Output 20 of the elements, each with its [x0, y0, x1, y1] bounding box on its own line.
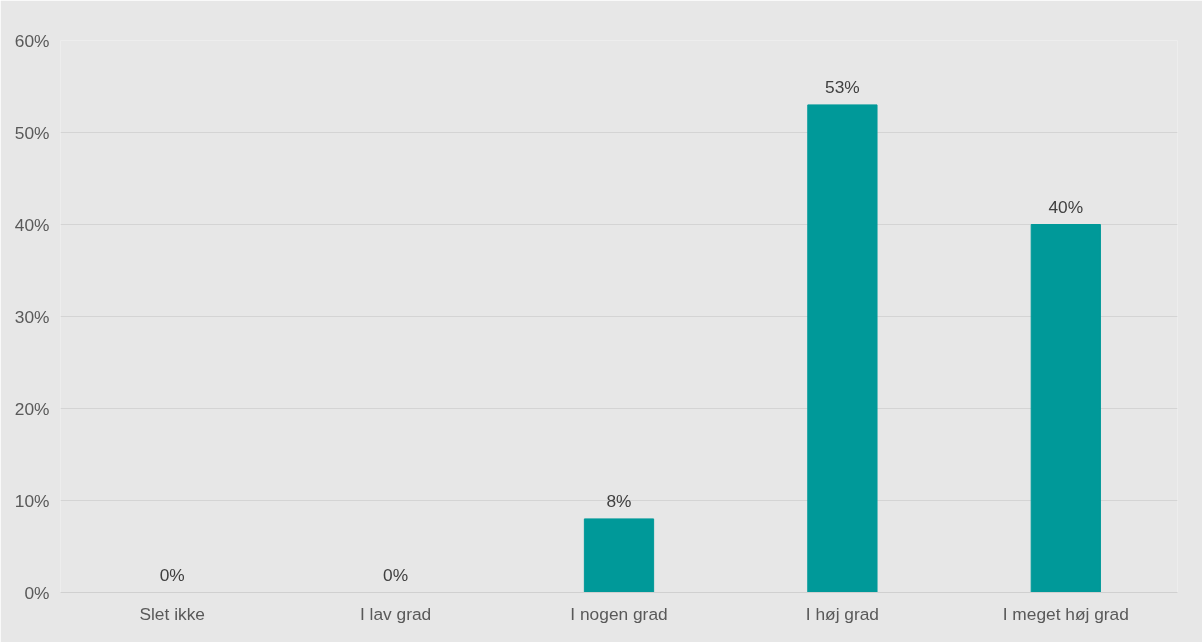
x-tick-label: I meget høj grad [1002, 603, 1129, 624]
x-tick-label: I høj grad [805, 603, 880, 624]
bar [1030, 224, 1101, 593]
y-tick-label: 60% [14, 30, 50, 51]
data-label: 0% [159, 564, 185, 585]
y-tick-label: 40% [14, 214, 50, 235]
x-tick-label: I nogen grad [570, 603, 668, 624]
x-tick-label: Slet ikke [139, 603, 205, 624]
y-tick-label: 10% [14, 490, 50, 511]
data-label: 0% [383, 564, 409, 585]
y-tick-label: 0% [24, 582, 50, 603]
y-tick-label: 20% [14, 398, 50, 419]
data-label: 53% [825, 76, 860, 97]
data-label: 8% [606, 490, 632, 511]
bar [807, 104, 878, 593]
bar [583, 518, 655, 593]
x-tick-label: I lav grad [359, 603, 432, 624]
data-label: 40% [1048, 196, 1084, 217]
y-tick-label: 50% [14, 122, 50, 143]
y-tick-label: 30% [14, 306, 50, 327]
